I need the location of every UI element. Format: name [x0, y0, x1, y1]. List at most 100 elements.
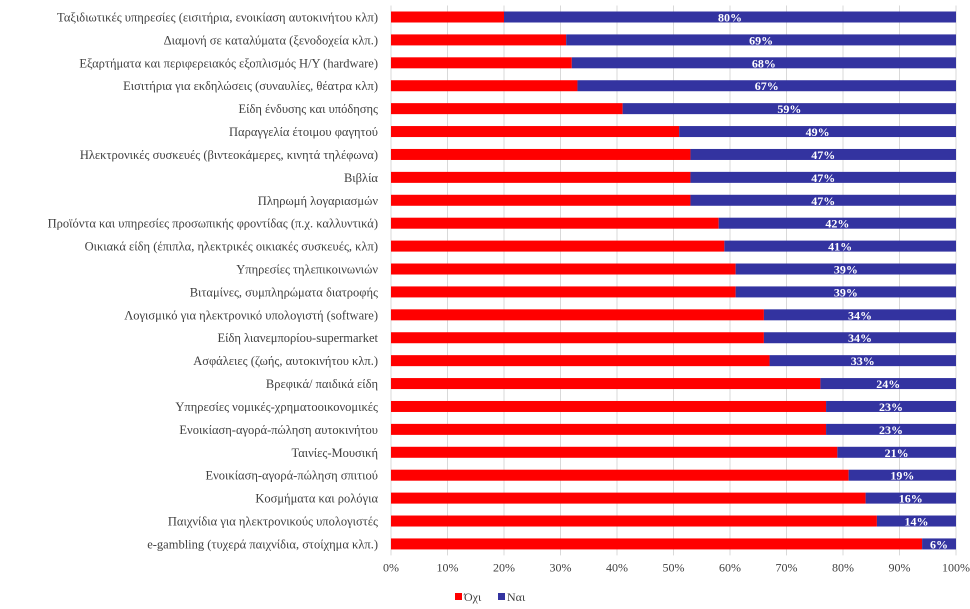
category-label: Βιταμίνες, συμπληρώματα διατροφής	[190, 285, 378, 299]
bar-segment-no	[391, 446, 838, 458]
bar-segment-yes	[724, 240, 956, 252]
data-label-yes: 49%	[806, 125, 830, 139]
category-label: Προϊόντα και υπηρεσίες προσωπικής φροντί…	[48, 217, 378, 231]
x-tick-label: 50%	[663, 560, 685, 574]
data-label-yes: 33%	[851, 354, 875, 368]
x-tick-label: 20%	[493, 560, 515, 574]
bar-segment-no	[391, 309, 764, 321]
legend-swatch-no	[455, 593, 462, 600]
bar-segment-no	[391, 332, 764, 344]
bar-segment-no	[391, 148, 691, 160]
bar-segment-yes	[566, 34, 956, 46]
category-label: Οικιακά είδη (έπιπλα, ηλεκτρικές οικιακέ…	[85, 240, 378, 254]
category-label: Λογισμικό για ηλεκτρονικό υπολογιστή (so…	[124, 308, 378, 322]
x-tick-label: 30%	[550, 560, 572, 574]
bar-segment-no	[391, 34, 567, 46]
data-label-yes: 41%	[828, 240, 852, 254]
category-label: Παραγγελία έτοιμου φαγητού	[229, 125, 378, 139]
gridlines	[390, 5, 957, 556]
bar-segment-yes	[865, 492, 956, 504]
bar-segment-yes	[504, 11, 956, 23]
data-label-yes: 47%	[811, 148, 835, 162]
legend-label-yes: Ναι	[507, 590, 526, 604]
bar-segment-no	[391, 355, 770, 367]
bar-segment-no	[391, 217, 719, 229]
x-tick-label: 90%	[889, 560, 911, 574]
bar-segment-yes	[763, 332, 956, 344]
bar-segment-no	[391, 171, 691, 183]
data-label-yes: 39%	[834, 263, 858, 277]
category-labels: Ταξιδιωτικές υπηρεσίες (εισιτήρια, ενοικ…	[48, 11, 379, 552]
bar-segment-no	[391, 469, 849, 481]
bar-segment-no	[391, 103, 623, 115]
x-tick-label: 100%	[942, 560, 970, 574]
bar-segment-yes	[690, 194, 956, 206]
category-label: Κοσμήματα και ρολόγια	[255, 492, 378, 506]
bar-segment-yes	[679, 126, 956, 138]
bars: 80% 69% 68% 67% 59% 49% 47% 47% 47% 42% 41% 39% 39% 3…	[391, 11, 956, 551]
data-label-yes: 69%	[749, 33, 773, 47]
category-label: Ταινίες-Μουσική	[291, 446, 378, 460]
data-label-yes: 68%	[752, 56, 776, 70]
legend: Όχι Ναι	[455, 590, 526, 604]
category-label: Υπηρεσίες νομικές-χρηματοοικονομικές	[175, 400, 378, 414]
bar-segment-yes	[690, 171, 956, 183]
x-tick-label: 70%	[776, 560, 798, 574]
bar-segment-no	[391, 423, 827, 435]
bar-segment-no	[391, 80, 578, 92]
bar-segment-yes	[769, 355, 956, 367]
legend-swatch-yes	[498, 593, 505, 600]
data-label-yes: 47%	[811, 194, 835, 208]
category-label: Είδη λιανεμπορίου-supermarket	[217, 331, 378, 345]
data-label-yes: 34%	[848, 331, 872, 345]
legend-label-no: Όχι	[463, 590, 482, 604]
category-label: Βιβλία	[344, 171, 378, 185]
bar-segment-no	[391, 11, 504, 23]
data-label-yes: 42%	[825, 217, 849, 231]
data-label-yes: 6%	[930, 537, 948, 551]
bar-segment-yes	[826, 400, 956, 412]
bar-segment-no	[391, 240, 725, 252]
x-tick-label: 40%	[606, 560, 628, 574]
x-tick-label: 0%	[383, 560, 399, 574]
category-label: Εξαρτήματα και περιφερειακός εξοπλισμός …	[79, 56, 378, 70]
category-label: Βρεφικά/ παιδικά είδη	[266, 377, 378, 391]
bar-segment-no	[391, 263, 736, 275]
category-label: Πληρωμή λογαριασμών	[258, 194, 379, 208]
bar-segment-yes	[571, 57, 956, 69]
bar-segment-yes	[848, 469, 956, 481]
bar-segment-yes	[577, 80, 956, 92]
category-label: Εισιτήρια για εκδηλώσεις (συναυλίες, θέα…	[123, 79, 378, 93]
data-label-yes: 59%	[777, 102, 801, 116]
bar-segment-no	[391, 194, 691, 206]
category-label: Ενοικίαση-αγορά-πώληση σπιτιού	[206, 469, 379, 483]
data-label-yes: 80%	[718, 11, 742, 25]
bar-segment-yes	[826, 423, 956, 435]
bar-segment-no	[391, 400, 827, 412]
category-label: Ηλεκτρονικές συσκευές (βιντεοκάμερες, κι…	[80, 148, 378, 162]
x-axis-tick-labels: 0% 10% 20% 30% 40% 50% 60% 70% 80% 90% 100%	[383, 560, 970, 574]
bar-segment-yes	[622, 103, 956, 115]
data-label-yes: 23%	[879, 400, 903, 414]
data-label-yes: 24%	[876, 377, 900, 391]
data-label-yes: 67%	[755, 79, 779, 93]
data-label-yes: 47%	[811, 171, 835, 185]
bar-segment-yes	[735, 263, 956, 275]
category-label: Διαμονή σε καταλύματα (ξενοδοχεία κλπ.)	[164, 33, 378, 47]
category-label: Είδη ένδυσης και υπόδησης	[238, 102, 378, 116]
x-tick-label: 10%	[437, 560, 459, 574]
bar-segment-yes	[876, 515, 956, 527]
bar-segment-yes	[837, 446, 956, 458]
bar-segment-no	[391, 286, 736, 298]
data-label-yes: 16%	[899, 492, 923, 506]
category-label: Παιχνίδια για ηλεκτρονικούς υπολογιστές	[168, 515, 378, 529]
category-label: Ενοικίαση-αγορά-πώληση αυτοκινήτου	[179, 423, 378, 437]
bar-segment-no	[391, 57, 572, 69]
bar-segment-yes	[820, 378, 956, 390]
bar-segment-yes	[690, 148, 956, 160]
category-label: Ταξιδιωτικές υπηρεσίες (εισιτήρια, ενοικ…	[57, 11, 378, 25]
bar-segment-yes	[735, 286, 956, 298]
bar-segment-yes	[718, 217, 956, 229]
